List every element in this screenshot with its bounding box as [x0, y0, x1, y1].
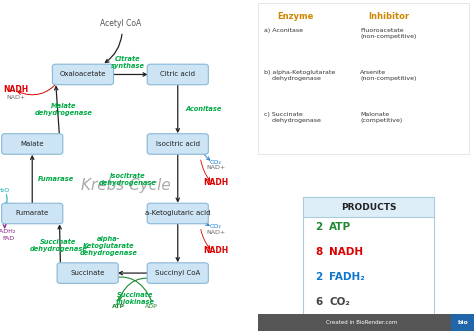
FancyBboxPatch shape — [147, 134, 209, 154]
Text: NADH: NADH — [3, 85, 28, 94]
Text: PRODUCTS: PRODUCTS — [341, 203, 396, 212]
Text: c) Succinate
    dehydrogenase: c) Succinate dehydrogenase — [264, 112, 321, 123]
FancyBboxPatch shape — [147, 203, 209, 224]
FancyBboxPatch shape — [147, 263, 209, 283]
Text: alpha-
Ketoglutarate
dehydrogenase: alpha- Ketoglutarate dehydrogenase — [80, 236, 138, 256]
Text: FAD: FAD — [2, 236, 15, 242]
Text: NADH: NADH — [203, 246, 228, 256]
FancyBboxPatch shape — [2, 134, 63, 154]
Text: CO₂: CO₂ — [210, 224, 222, 229]
Text: Enzyme: Enzyme — [277, 12, 313, 21]
FancyBboxPatch shape — [258, 3, 469, 154]
Text: 6: 6 — [315, 297, 322, 307]
Text: Fumarate: Fumarate — [16, 211, 49, 216]
Text: NAD+: NAD+ — [6, 95, 25, 100]
Text: Arsenite
(non-competitive): Arsenite (non-competitive) — [360, 70, 417, 81]
Bar — [451, 314, 474, 331]
Text: NADH: NADH — [203, 178, 228, 187]
Text: FADH₂: FADH₂ — [329, 272, 365, 282]
Text: CO₂: CO₂ — [329, 297, 350, 307]
FancyBboxPatch shape — [303, 197, 434, 217]
Text: Succinyl CoA: Succinyl CoA — [155, 270, 201, 276]
Text: Aconitase: Aconitase — [186, 106, 222, 112]
FancyBboxPatch shape — [2, 203, 63, 224]
Text: Fluoroacetate
(non-competitive): Fluoroacetate (non-competitive) — [360, 28, 417, 39]
Text: a-Ketoglutaric acid: a-Ketoglutaric acid — [145, 211, 210, 216]
Text: H₂O: H₂O — [0, 188, 10, 193]
Text: Malate: Malate — [20, 141, 44, 147]
Text: NAD+: NAD+ — [206, 230, 225, 235]
Text: Inhibitor: Inhibitor — [368, 12, 409, 21]
FancyBboxPatch shape — [303, 197, 434, 321]
Text: bio: bio — [457, 320, 468, 325]
Text: 2: 2 — [315, 272, 322, 282]
Text: ATP: ATP — [112, 304, 125, 309]
FancyBboxPatch shape — [147, 64, 209, 85]
Text: Citrate
synthase: Citrate synthase — [111, 56, 145, 70]
Text: b) alpha-Ketoglutarate
    dehydrogenase: b) alpha-Ketoglutarate dehydrogenase — [264, 70, 336, 81]
Text: Fumarase: Fumarase — [38, 176, 74, 182]
Text: Malate
dehydrogenase: Malate dehydrogenase — [35, 103, 92, 116]
Text: Succinate: Succinate — [71, 270, 105, 276]
Text: Created in BioRender.com: Created in BioRender.com — [326, 320, 398, 325]
Text: Acetyl CoA: Acetyl CoA — [100, 19, 142, 28]
Text: Oxaloacetate: Oxaloacetate — [60, 71, 106, 77]
Text: ATP: ATP — [329, 222, 352, 232]
Text: a) Aconitase: a) Aconitase — [264, 28, 303, 33]
Text: Malonate
(competitive): Malonate (competitive) — [360, 112, 402, 123]
Text: Isocitric acid: Isocitric acid — [156, 141, 200, 147]
Text: Citric acid: Citric acid — [160, 71, 195, 77]
Text: FADH₂: FADH₂ — [0, 228, 15, 234]
Text: 8: 8 — [315, 247, 322, 257]
Text: ADP: ADP — [146, 304, 158, 309]
FancyBboxPatch shape — [57, 263, 118, 283]
Text: Krebs Cycle: Krebs Cycle — [81, 178, 171, 193]
Bar — [258, 314, 474, 331]
Text: Isocitrate
dehydrogenase: Isocitrate dehydrogenase — [99, 173, 157, 186]
Text: 2: 2 — [315, 222, 322, 232]
Text: NADH: NADH — [329, 247, 364, 257]
Text: CO₂: CO₂ — [210, 160, 222, 165]
FancyBboxPatch shape — [52, 64, 113, 85]
Text: Succinate
dehydrogenase: Succinate dehydrogenase — [29, 239, 87, 252]
Text: NAD+: NAD+ — [206, 165, 225, 170]
Text: Succinate
thiokinase: Succinate thiokinase — [116, 292, 155, 305]
